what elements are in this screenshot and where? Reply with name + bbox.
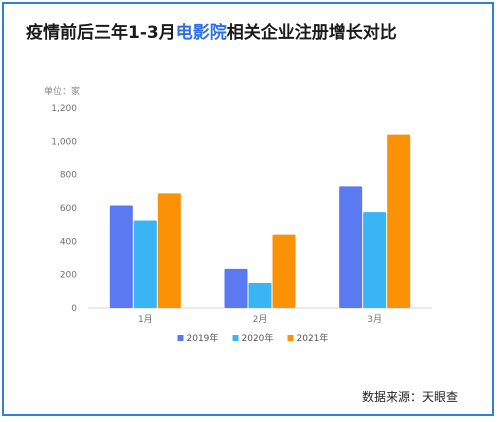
bar [248,283,272,308]
bar [363,212,387,308]
y-tick-label: 200 [60,271,77,281]
y-tick-label: 400 [60,237,77,247]
source-text: 数据来源：天眼查 [362,390,459,404]
bar [109,205,133,308]
x-tick-label: 1月 [138,314,153,325]
bar [224,268,248,308]
legend-label: 2019年 [187,332,219,344]
chart-frame [2,2,494,416]
bar [157,193,181,308]
y-tick-label: 600 [60,204,77,214]
y-tick-label: 0 [71,304,77,314]
legend-label: 2021年 [297,332,329,344]
y-tick-label: 800 [60,171,77,181]
unit-label: 单位：家 [44,87,81,97]
x-tick-label: 2月 [253,314,268,325]
legend-swatch [232,335,239,341]
legend-swatch [287,335,294,341]
bar [339,186,363,308]
bar [133,220,157,308]
y-tick-label: 1,000 [51,137,77,147]
legend-label: 2020年 [242,332,274,344]
bar [272,234,296,308]
x-tick-label: 3月 [367,314,382,325]
bar [387,134,411,308]
title-prefix: 疫情前后三年1-3月 [26,23,176,43]
y-tick-label: 1,200 [51,104,77,114]
chart-title: 疫情前后三年1-3月电影院相关企业注册增长对比 [26,18,397,43]
legend-swatch [177,335,184,341]
title-highlight: 电影院 [175,23,227,43]
title-suffix: 相关企业注册增长对比 [226,23,397,43]
